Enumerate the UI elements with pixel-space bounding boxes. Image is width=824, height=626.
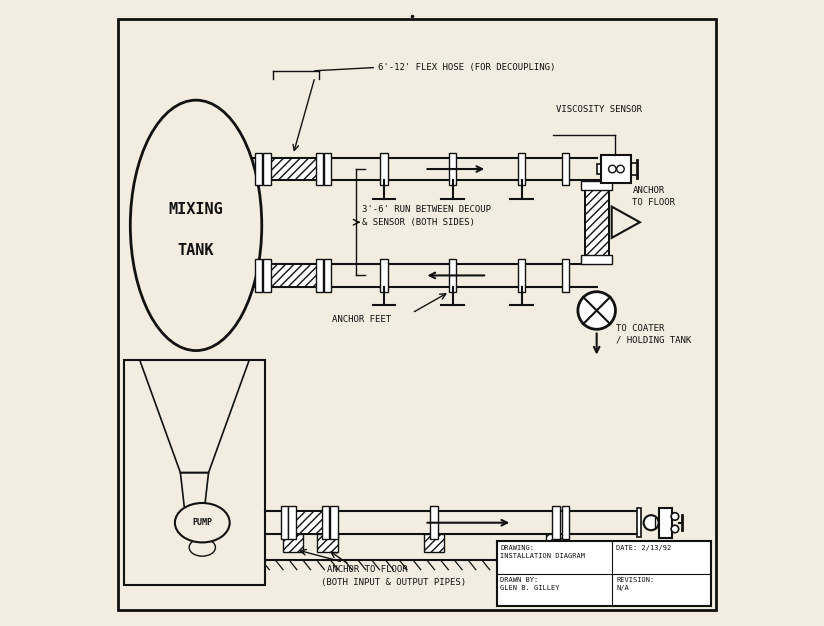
Bar: [585, 180, 609, 264]
Circle shape: [672, 513, 679, 520]
Text: TANK: TANK: [178, 243, 214, 258]
Bar: [263, 259, 270, 292]
Text: REVISION:: REVISION:: [616, 577, 654, 583]
Bar: [430, 506, 438, 539]
Bar: [658, 508, 672, 538]
Text: DRAWING:: DRAWING:: [500, 545, 534, 552]
Bar: [330, 506, 338, 539]
Circle shape: [644, 515, 658, 530]
Text: N/A: N/A: [616, 585, 629, 591]
Bar: [562, 259, 569, 292]
Bar: [637, 508, 641, 537]
Bar: [601, 155, 631, 183]
Bar: [517, 153, 526, 185]
Bar: [380, 153, 387, 185]
Bar: [380, 259, 387, 292]
Bar: [293, 511, 327, 534]
Bar: [280, 506, 288, 539]
Bar: [124, 360, 265, 585]
Text: ANCHOR TO FLOOR: ANCHOR TO FLOOR: [327, 565, 408, 574]
Bar: [581, 181, 612, 190]
Circle shape: [578, 292, 616, 329]
Text: TO COATER: TO COATER: [616, 324, 664, 333]
Bar: [316, 153, 323, 185]
Bar: [517, 259, 526, 292]
Bar: [255, 153, 262, 185]
Bar: [317, 534, 338, 552]
Bar: [597, 164, 601, 174]
Text: 3'-6' RUN BETWEEN DECOUP: 3'-6' RUN BETWEEN DECOUP: [362, 205, 491, 214]
Bar: [581, 255, 612, 264]
Bar: [288, 506, 296, 539]
Polygon shape: [611, 207, 640, 238]
Bar: [546, 534, 566, 552]
Bar: [316, 259, 323, 292]
Text: (BOTH INPUT & OUTPUT PIPES): (BOTH INPUT & OUTPUT PIPES): [321, 578, 466, 587]
Bar: [552, 506, 559, 539]
Text: GLEN B. GILLEY: GLEN B. GILLEY: [500, 585, 559, 591]
Text: DATE: 2/13/92: DATE: 2/13/92: [616, 545, 672, 552]
Ellipse shape: [130, 100, 262, 351]
Bar: [324, 153, 331, 185]
Bar: [324, 259, 331, 292]
Bar: [268, 264, 321, 287]
Text: INSTALLATION DIAGRAM: INSTALLATION DIAGRAM: [500, 553, 585, 559]
Bar: [449, 259, 456, 292]
Text: / HOLDING TANK: / HOLDING TANK: [616, 336, 691, 344]
Bar: [283, 534, 303, 552]
Bar: [322, 506, 330, 539]
Text: VISCOSITY SENSOR: VISCOSITY SENSOR: [556, 105, 642, 114]
Bar: [497, 541, 711, 606]
Text: PUMP: PUMP: [192, 518, 213, 527]
Text: ANCHOR FEET: ANCHOR FEET: [332, 315, 391, 324]
Bar: [268, 158, 321, 180]
Circle shape: [672, 525, 679, 533]
Bar: [562, 153, 569, 185]
Ellipse shape: [175, 503, 230, 542]
Bar: [449, 153, 456, 185]
Text: TO FLOOR: TO FLOOR: [632, 198, 676, 207]
Bar: [255, 259, 262, 292]
Bar: [424, 534, 444, 552]
Bar: [562, 506, 569, 539]
Text: DRAWN BY:: DRAWN BY:: [500, 577, 539, 583]
Bar: [263, 153, 270, 185]
Text: MIXING: MIXING: [169, 202, 223, 217]
Text: & SENSOR (BOTH SIDES): & SENSOR (BOTH SIDES): [362, 218, 475, 227]
Text: 6'-12' FLEX HOSE (FOR DECOUPLING): 6'-12' FLEX HOSE (FOR DECOUPLING): [377, 63, 555, 72]
Text: ANCHOR: ANCHOR: [632, 187, 665, 195]
